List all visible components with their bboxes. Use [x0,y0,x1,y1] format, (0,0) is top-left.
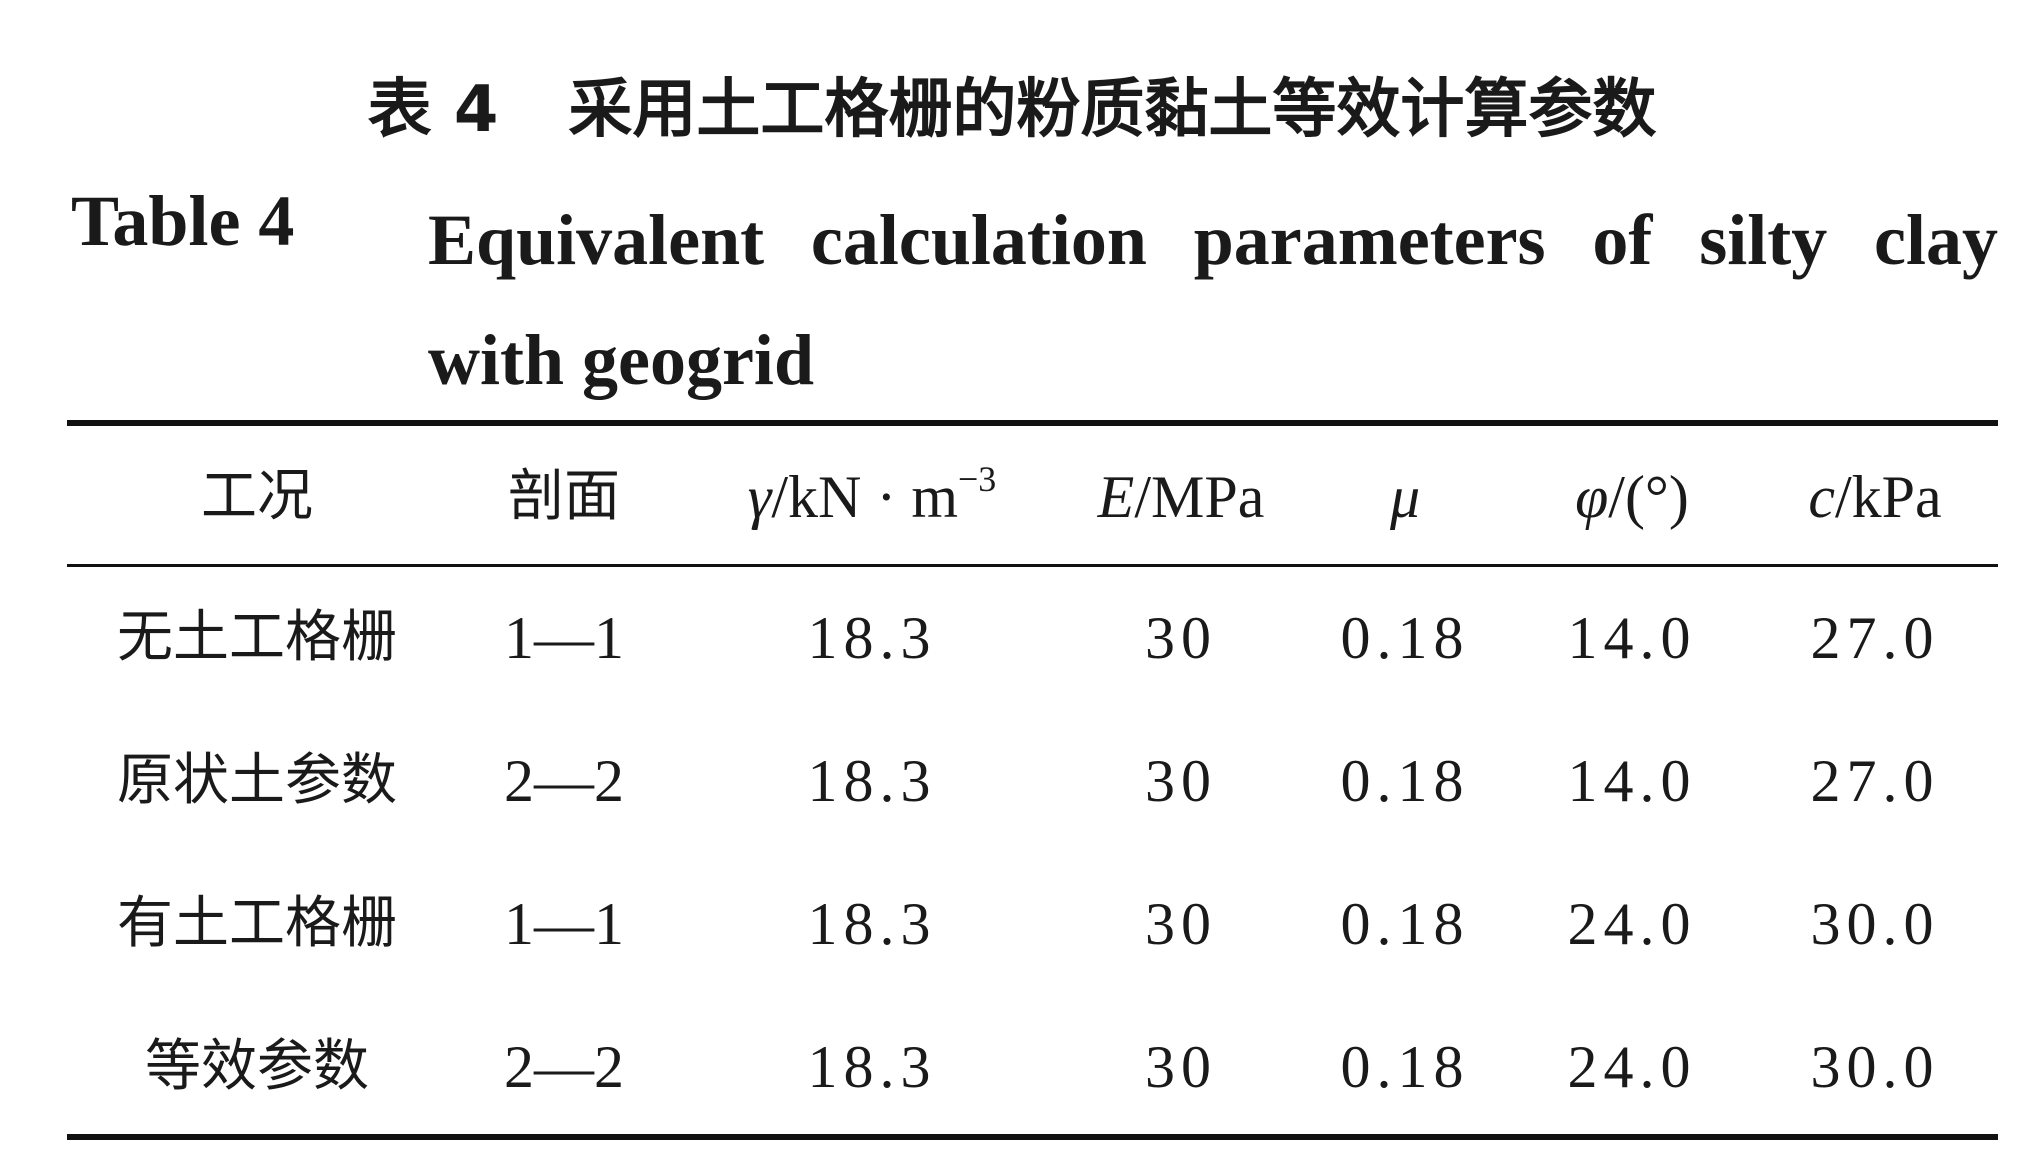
header-cell: E/MPa [1021,457,1341,537]
top-rule [67,420,1998,426]
bottom-rule [67,1134,1998,1140]
header-unit: /MPa [1134,464,1265,530]
header-symbol: E [1097,464,1135,530]
table-cell: 18.3 [807,891,937,957]
header-unit: /kN · m [771,464,958,530]
table-cell: 无土工格栅 [117,605,397,670]
caption-title: 采用土工格栅的粉质黏土等效计算参数 [568,73,1657,147]
table-cell: 30 [1145,748,1217,814]
table-cell: 27.0 [1810,605,1940,671]
header-cell: φ/(°) [1472,457,1792,537]
header-cell: c/kPa [1715,457,2024,537]
table-cell: 2—2 [504,1034,624,1100]
table-cell: 30.0 [1810,1034,1940,1100]
table-cell: 原状土参数 [117,748,397,813]
header-cell: 剖面 [508,464,620,529]
table-cell: 1—1 [504,605,624,671]
table-cell: 24.0 [1567,1034,1697,1100]
header-cell: γ/kN · m−3 [712,457,1032,537]
header-cell: μ [1245,457,1565,537]
table-cell: 等效参数 [145,1034,369,1099]
table-cell: 30 [1145,1034,1217,1100]
table-cell: 18.3 [807,1034,937,1100]
table-cell: 0.18 [1340,748,1470,814]
table-cell: 0.18 [1340,891,1470,957]
table-cell: 1—1 [504,891,624,957]
header-symbol: c [1808,464,1835,530]
table-cell: 0.18 [1340,605,1470,671]
table-cell: 14.0 [1567,748,1697,814]
header-symbol: φ [1575,464,1609,530]
header-symbol: μ [1389,464,1421,530]
caption-label-en: Table 4 [71,181,295,261]
table-cell: 18.3 [807,605,937,671]
table-cell: 有土工格栅 [117,891,397,956]
table-cell: 14.0 [1567,605,1697,671]
header-unit: /kPa [1834,464,1942,530]
caption-label: 表 4 [367,73,499,147]
caption-title-en: Equivalent calculation parameters of sil… [428,200,1998,400]
table-cell: 2—2 [504,748,624,814]
table-cell: 24.0 [1567,891,1697,957]
caption-zh: 表 4 采用土工格栅的粉质黏土等效计算参数 [0,58,2024,150]
table-cell: 30 [1145,605,1217,671]
table-cell: 30 [1145,891,1217,957]
table-cell: 18.3 [807,748,937,814]
header-cell: 工况 [201,464,313,529]
header-rule [67,564,1998,567]
table-cell: 0.18 [1340,1034,1470,1100]
table-cell: 27.0 [1810,748,1940,814]
header-unit: /(°) [1608,464,1689,530]
table-cell: 30.0 [1810,891,1940,957]
header-exponent: −3 [958,459,997,499]
header-symbol: γ [747,464,772,530]
